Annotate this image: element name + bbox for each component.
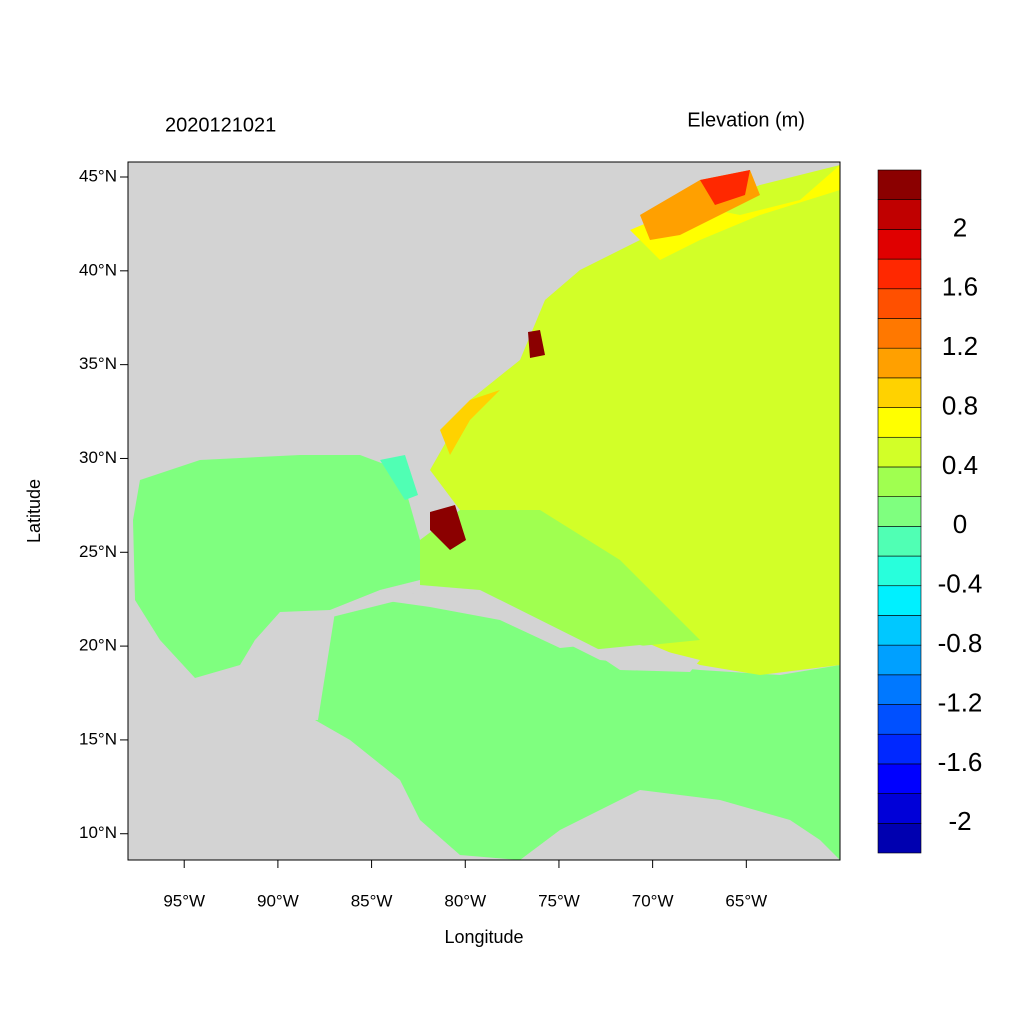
colorbar-bin xyxy=(877,169,922,200)
plot-frame xyxy=(127,161,841,861)
x-tick-label: 80°W xyxy=(444,891,486,910)
gulf-of-maine-core xyxy=(700,170,750,205)
colorbar-bin xyxy=(877,436,922,468)
colorbar-bin xyxy=(877,615,922,646)
colorbar-bin xyxy=(877,733,922,765)
y-tick-label: 25°N xyxy=(79,542,117,561)
colorbar-bin xyxy=(877,555,922,587)
florida-surge xyxy=(430,505,466,550)
caribbean-ocean xyxy=(315,600,840,860)
y-tick-label: 35°N xyxy=(79,354,117,373)
colorbar-bin xyxy=(877,644,922,676)
colorbar-bin xyxy=(877,704,922,735)
colorbar-label: -1.2 xyxy=(938,687,983,717)
x-tick-label: 65°W xyxy=(725,891,767,910)
x-tick-label: 85°W xyxy=(351,891,393,910)
colorbar-bin xyxy=(877,377,922,408)
x-tick-label: 70°W xyxy=(632,891,674,910)
map-title: 2020121021 xyxy=(165,114,276,136)
colorbar-bin xyxy=(877,793,922,824)
colorbar-bin xyxy=(877,407,922,438)
y-tick-label: 40°N xyxy=(79,260,117,279)
hispaniola xyxy=(590,645,700,672)
colorbar-bin xyxy=(877,199,922,230)
gulf-ocean xyxy=(133,455,420,678)
colorbar-bin xyxy=(877,526,922,557)
colorbar-bin xyxy=(877,347,922,379)
colorbar-label: 1.6 xyxy=(942,272,978,302)
y-tick-label: 10°N xyxy=(79,823,117,842)
colorbar-label: -2 xyxy=(948,806,971,836)
x-tick-label: 75°W xyxy=(538,891,580,910)
colorbar-bin xyxy=(877,288,922,319)
west-florida-coast xyxy=(380,455,418,500)
colorbar-bin xyxy=(877,466,922,497)
colorbar-bin xyxy=(877,229,922,260)
bahamas-shelf xyxy=(420,510,700,650)
x-axis-label: Longitude xyxy=(444,927,523,947)
outer-banks-surge xyxy=(528,330,545,358)
cuba xyxy=(380,590,590,648)
y-tick-label: 15°N xyxy=(79,729,117,748)
y-tick-label: 20°N xyxy=(79,636,117,655)
colorbar-label: 1.2 xyxy=(942,331,978,361)
colorbar-label: 0 xyxy=(953,509,967,539)
map-field xyxy=(128,162,840,860)
x-tick-label: 95°W xyxy=(163,891,205,910)
y-tick-label: 45°N xyxy=(79,166,117,185)
colorbar-label: 0.8 xyxy=(942,390,978,420)
colorbar-label: 2 xyxy=(953,212,967,242)
colorbar-title: Elevation (m) xyxy=(687,109,805,131)
colorbar-label: -0.8 xyxy=(938,628,983,658)
colorbar-bin xyxy=(877,823,922,854)
colorbar-bin xyxy=(877,763,922,794)
x-tick-label: 90°W xyxy=(257,891,299,910)
colorbar-label: -1.6 xyxy=(938,747,983,777)
colorbar-bin xyxy=(877,258,922,290)
y-axis-label: Latitude xyxy=(24,479,44,543)
colorbar-bin xyxy=(877,496,922,527)
shelf-setup xyxy=(630,165,840,260)
yucatan xyxy=(240,612,335,720)
y-tick-label: 30°N xyxy=(79,448,117,467)
colorbar-label: 0.4 xyxy=(942,450,978,480)
colorbar-bin xyxy=(877,674,922,705)
colorbar-bin xyxy=(877,585,922,616)
colorbar-label: -0.4 xyxy=(938,569,983,599)
colorbar-bin xyxy=(877,318,922,349)
carolina-coast xyxy=(440,390,500,455)
